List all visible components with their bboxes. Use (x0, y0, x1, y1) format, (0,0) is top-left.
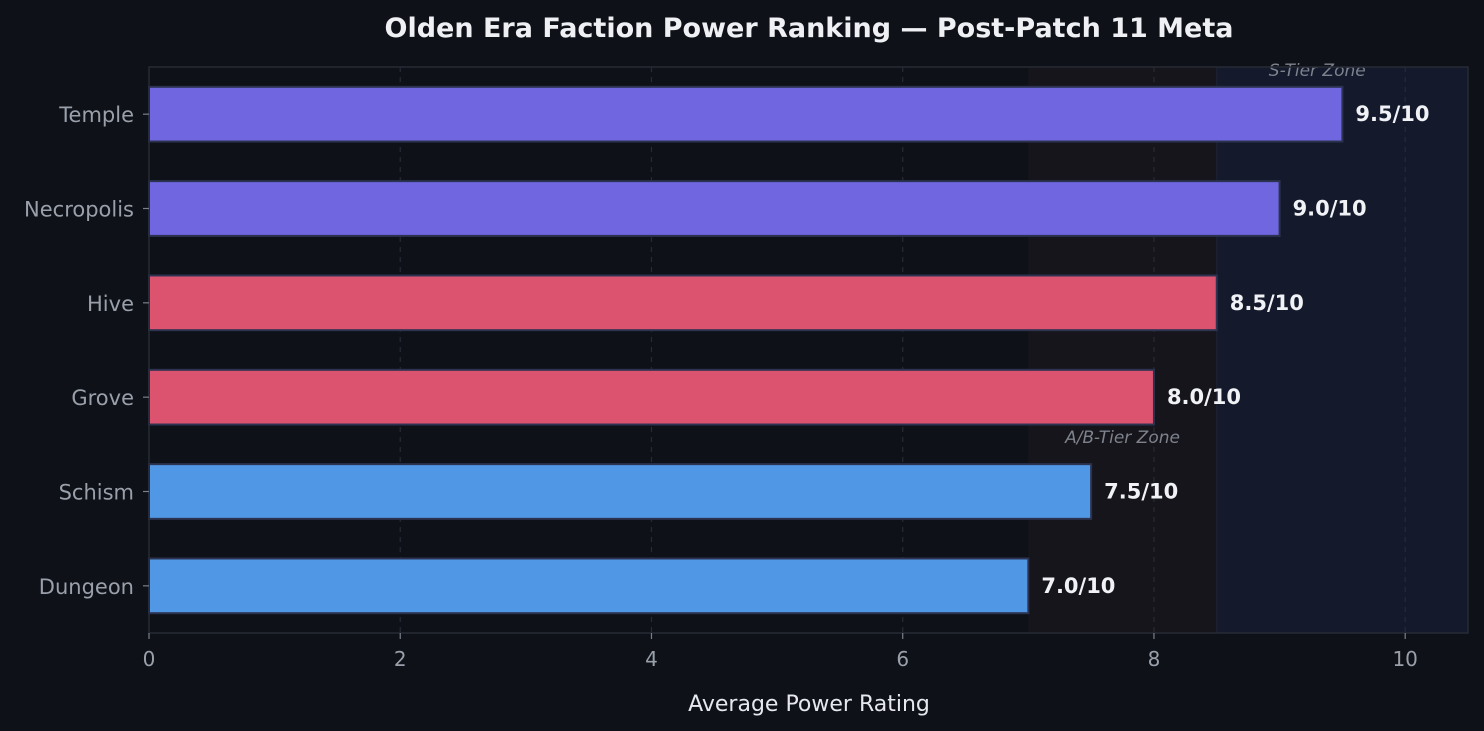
x-tick-label: 4 (645, 647, 658, 671)
value-label: 8.0/10 (1167, 385, 1241, 409)
x-axis-label: Average Power Rating (688, 692, 930, 717)
y-tick-label: Dungeon (39, 575, 134, 599)
value-label: 9.0/10 (1293, 197, 1367, 221)
y-tick-label: Hive (87, 292, 134, 316)
y-tick-label: Necropolis (24, 198, 134, 222)
bar-grove (148, 368, 1155, 426)
gridlines (399, 67, 1406, 633)
plot-frame (148, 66, 1469, 634)
zone-ab-tier (1028, 67, 1217, 633)
value-label: 7.0/10 (1041, 574, 1115, 598)
y-tick-label: Schism (59, 481, 134, 505)
bar-dungeon (148, 557, 1030, 615)
y-tick-label: Temple (58, 103, 134, 127)
bar-necropolis (148, 180, 1281, 237)
bar-schism (148, 463, 1093, 520)
y-axis-ticks: Temple Necropolis Hive Grove Schism Dungeon (24, 103, 149, 599)
value-label: 8.5/10 (1230, 291, 1304, 315)
x-tick-label: 0 (143, 647, 156, 671)
bars (148, 85, 1344, 615)
tier-zones (1028, 67, 1468, 633)
zone-label: S-Tier Zone (1269, 61, 1366, 81)
zone-s-tier (1216, 67, 1468, 633)
value-label: 7.5/10 (1104, 480, 1178, 504)
value-label: 9.5/10 (1355, 102, 1429, 126)
x-tick-label: 8 (1148, 647, 1161, 671)
value-labels: 9.5/10 9.0/10 8.5/10 8.0/10 7.5/10 7.0/10 (1041, 102, 1429, 598)
x-axis-ticks: 0 2 4 6 8 10 (143, 633, 1418, 671)
chart-title: Olden Era Faction Power Ranking — Post-P… (385, 13, 1234, 44)
x-tick-label: 2 (394, 647, 407, 671)
x-tick-label: 6 (896, 647, 909, 671)
zone-labels: S-Tier Zone A/B-Tier Zone (1064, 61, 1366, 448)
y-tick-label: Grove (71, 386, 134, 410)
bar-hive (148, 274, 1218, 332)
x-tick-label: 10 (1392, 647, 1417, 671)
zone-label: A/B-Tier Zone (1064, 428, 1180, 448)
bar-temple (148, 85, 1344, 143)
